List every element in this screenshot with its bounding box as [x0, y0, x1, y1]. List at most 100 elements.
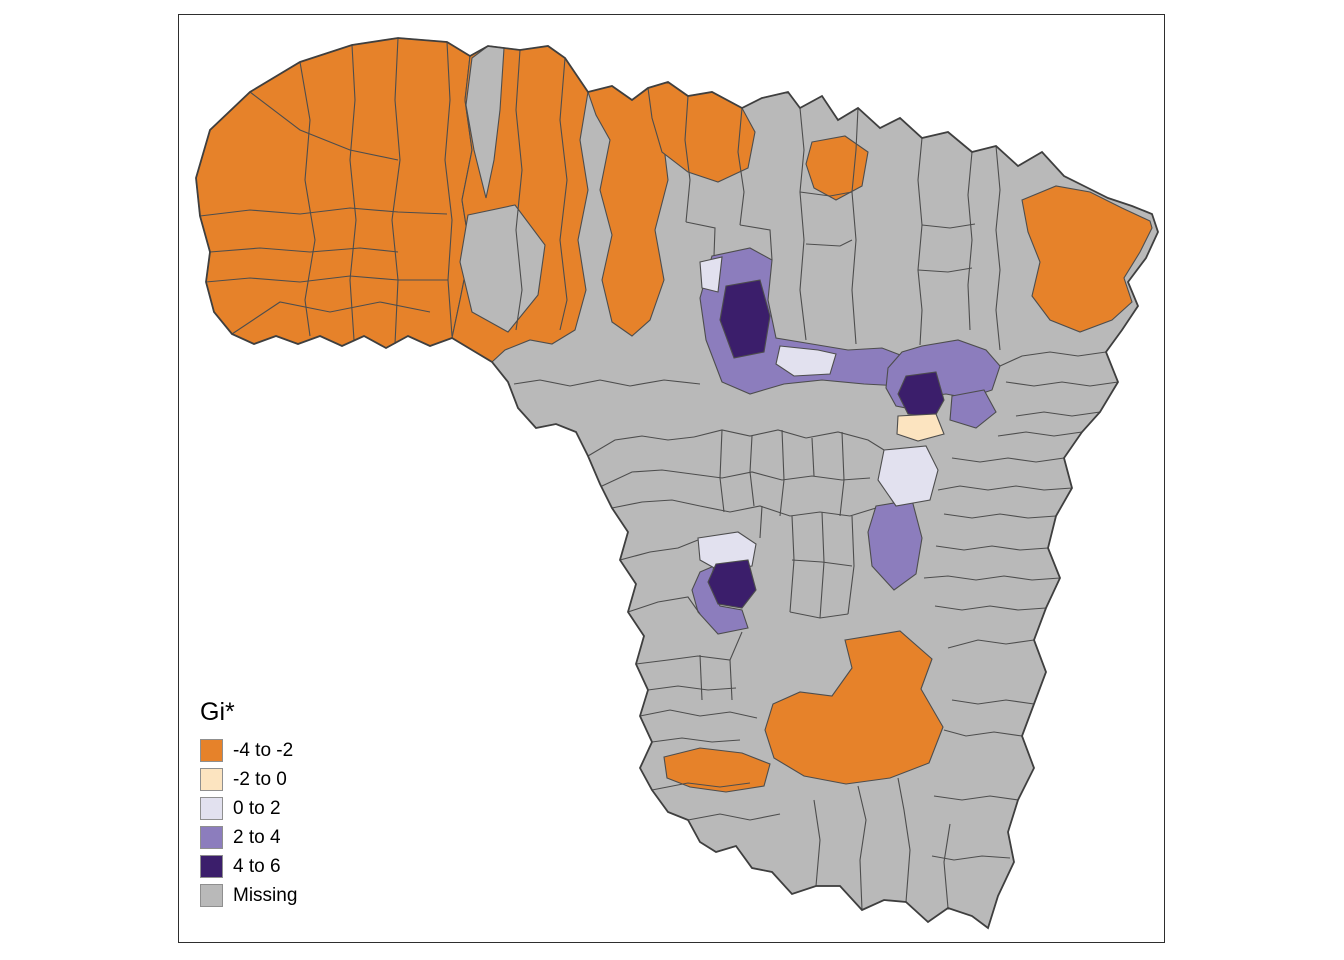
- district-border: [997, 431, 1083, 437]
- district-border: [933, 795, 1019, 801]
- district-border: [951, 457, 1065, 463]
- district-border: [693, 429, 807, 439]
- map-region: [195, 37, 473, 349]
- legend-items: -4 to -2 -2 to 0 0 to 2 2 to 4 4 to 6 Missing: [200, 739, 297, 907]
- district-border: [931, 855, 1011, 861]
- district-border: [779, 429, 785, 517]
- map-region: [707, 559, 757, 609]
- district-border: [799, 191, 853, 197]
- legend-swatch: [200, 739, 223, 762]
- legend-title: Gi*: [200, 698, 235, 726]
- district-border: [391, 37, 401, 345]
- map-region: [1021, 185, 1153, 333]
- district-border: [699, 505, 877, 517]
- district-border: [789, 611, 849, 619]
- legend: Gi* -4 to -2 -2 to 0 0 to 2 2 to 4 4 to 6 Mis…: [200, 698, 297, 913]
- district-border: [813, 799, 821, 887]
- map-region: [699, 256, 723, 293]
- legend-label: -4 to -2: [233, 740, 294, 761]
- legend-label: 2 to 4: [233, 827, 281, 848]
- district-border: [851, 107, 859, 345]
- district-border: [209, 247, 399, 253]
- legend-item: Missing: [200, 884, 297, 907]
- district-border: [799, 107, 807, 341]
- district-border: [231, 301, 431, 335]
- district-border: [691, 471, 871, 481]
- district-border: [847, 515, 855, 615]
- district-border: [737, 107, 745, 226]
- district-border: [805, 239, 853, 247]
- district-border: [687, 813, 781, 821]
- district-border: [935, 545, 1049, 551]
- legend-swatch: [200, 826, 223, 849]
- map-region: [949, 389, 997, 429]
- map-region: [663, 747, 771, 793]
- district-border: [917, 137, 923, 346]
- map-region: [764, 630, 944, 785]
- map-region: [877, 445, 939, 507]
- map-region: [775, 345, 837, 377]
- legend-label: 4 to 6: [233, 856, 281, 877]
- legend-item: -2 to 0: [200, 768, 297, 791]
- district-border: [729, 659, 733, 701]
- district-border: [897, 777, 911, 903]
- district-border: [349, 44, 357, 341]
- district-border: [719, 429, 725, 513]
- legend-item: 4 to 6: [200, 855, 297, 878]
- map-region: [867, 499, 923, 591]
- district-border: [839, 431, 845, 517]
- district-border: [639, 709, 758, 719]
- district-border: [685, 221, 716, 257]
- district-border: [739, 224, 773, 261]
- legend-swatch: [200, 797, 223, 820]
- district-border: [559, 57, 568, 331]
- district-border: [943, 823, 951, 909]
- district-border: [601, 469, 693, 487]
- district-border: [857, 785, 867, 911]
- district-border: [967, 151, 973, 331]
- district-border: [515, 49, 523, 331]
- district-border: [651, 737, 741, 743]
- district-border: [1005, 381, 1119, 387]
- district-border: [619, 539, 699, 561]
- district-border: [943, 513, 1057, 519]
- district-border: [611, 499, 701, 509]
- district-border: [921, 223, 976, 229]
- district-border: [934, 605, 1047, 611]
- district-border: [205, 275, 448, 283]
- legend-label: Missing: [233, 885, 298, 906]
- map-region: [719, 279, 771, 359]
- legend-swatch: [200, 855, 223, 878]
- district-border: [635, 631, 743, 665]
- district-border: [951, 699, 1035, 705]
- district-border: [651, 782, 751, 791]
- map-region: [459, 204, 546, 333]
- district-border: [513, 379, 701, 387]
- district-border: [647, 685, 737, 691]
- district-border: [943, 729, 1023, 737]
- legend-item: 2 to 4: [200, 826, 297, 849]
- district-border: [811, 437, 815, 477]
- district-border: [947, 639, 1035, 649]
- district-border: [759, 505, 763, 539]
- legend-swatch: [200, 884, 223, 907]
- district-border: [587, 435, 695, 457]
- district-border: [749, 435, 755, 507]
- legend-label: -2 to 0: [233, 769, 287, 790]
- district-border: [917, 267, 973, 273]
- map-outline: [195, 37, 1159, 930]
- district-border: [627, 596, 701, 615]
- district-border: [999, 351, 1107, 367]
- legend-item: 0 to 2: [200, 797, 297, 820]
- district-border: [995, 145, 1001, 351]
- district-border: [923, 575, 1061, 581]
- district-border: [791, 559, 853, 567]
- legend-label: 0 to 2: [233, 798, 281, 819]
- district-border: [805, 431, 885, 451]
- district-border: [937, 485, 1073, 491]
- district-border: [299, 61, 316, 337]
- legend-swatch: [200, 768, 223, 791]
- district-border: [199, 207, 448, 217]
